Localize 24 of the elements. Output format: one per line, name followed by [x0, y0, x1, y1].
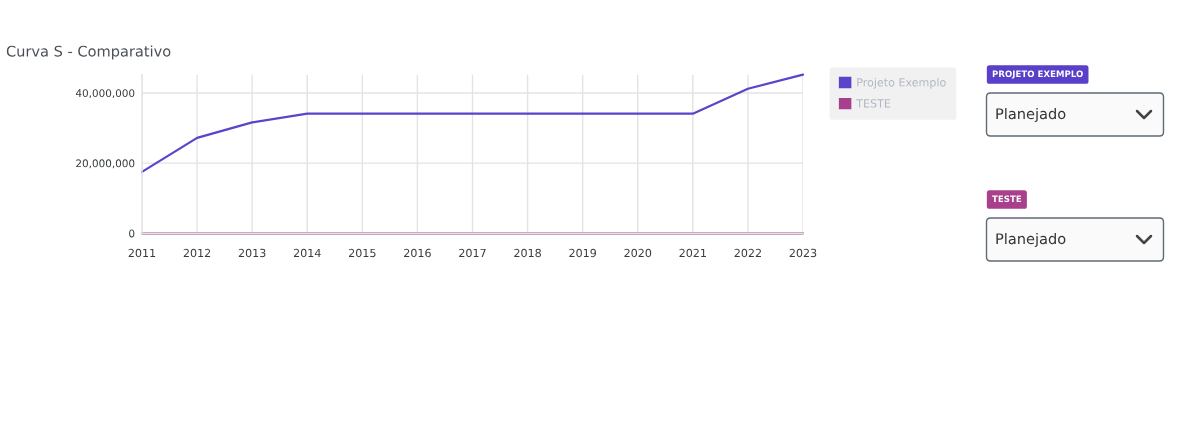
x-tick-label: 2014 [293, 248, 321, 258]
y-tick-label: 20,000,000 [76, 159, 135, 169]
x-tick-label: 2016 [404, 248, 431, 258]
x-tick-label: 2015 [349, 248, 376, 258]
line-series [140, 73, 805, 174]
chart-title: Curva S - Comparativo [6, 45, 171, 60]
x-tick-label: 2023 [789, 248, 817, 258]
x-tick-label: 2012 [183, 248, 211, 258]
text: PROJETO EXEMPLO [992, 70, 1083, 79]
x-tick-label: 2011 [128, 248, 156, 258]
x-tick-label: 2017 [459, 248, 486, 258]
legend-label: TESTE [856, 99, 891, 108]
x-tick-label: 2013 [238, 248, 266, 258]
text: Planejado [996, 107, 1066, 123]
legend-label: Projeto Exemplo [857, 77, 946, 89]
y-tick-label: 40,000,000 [75, 89, 135, 99]
y-tick-label: 0 [129, 229, 135, 238]
text: Planejado [996, 232, 1066, 248]
x-tick-label: 2019 [569, 248, 597, 258]
x-tick-label: 2020 [624, 248, 652, 258]
x-tick-label: 2022 [734, 248, 761, 258]
text: TESTE [992, 195, 1022, 202]
x-tick-label: 2021 [679, 248, 706, 258]
x-tick-label: 2018 [514, 248, 541, 258]
